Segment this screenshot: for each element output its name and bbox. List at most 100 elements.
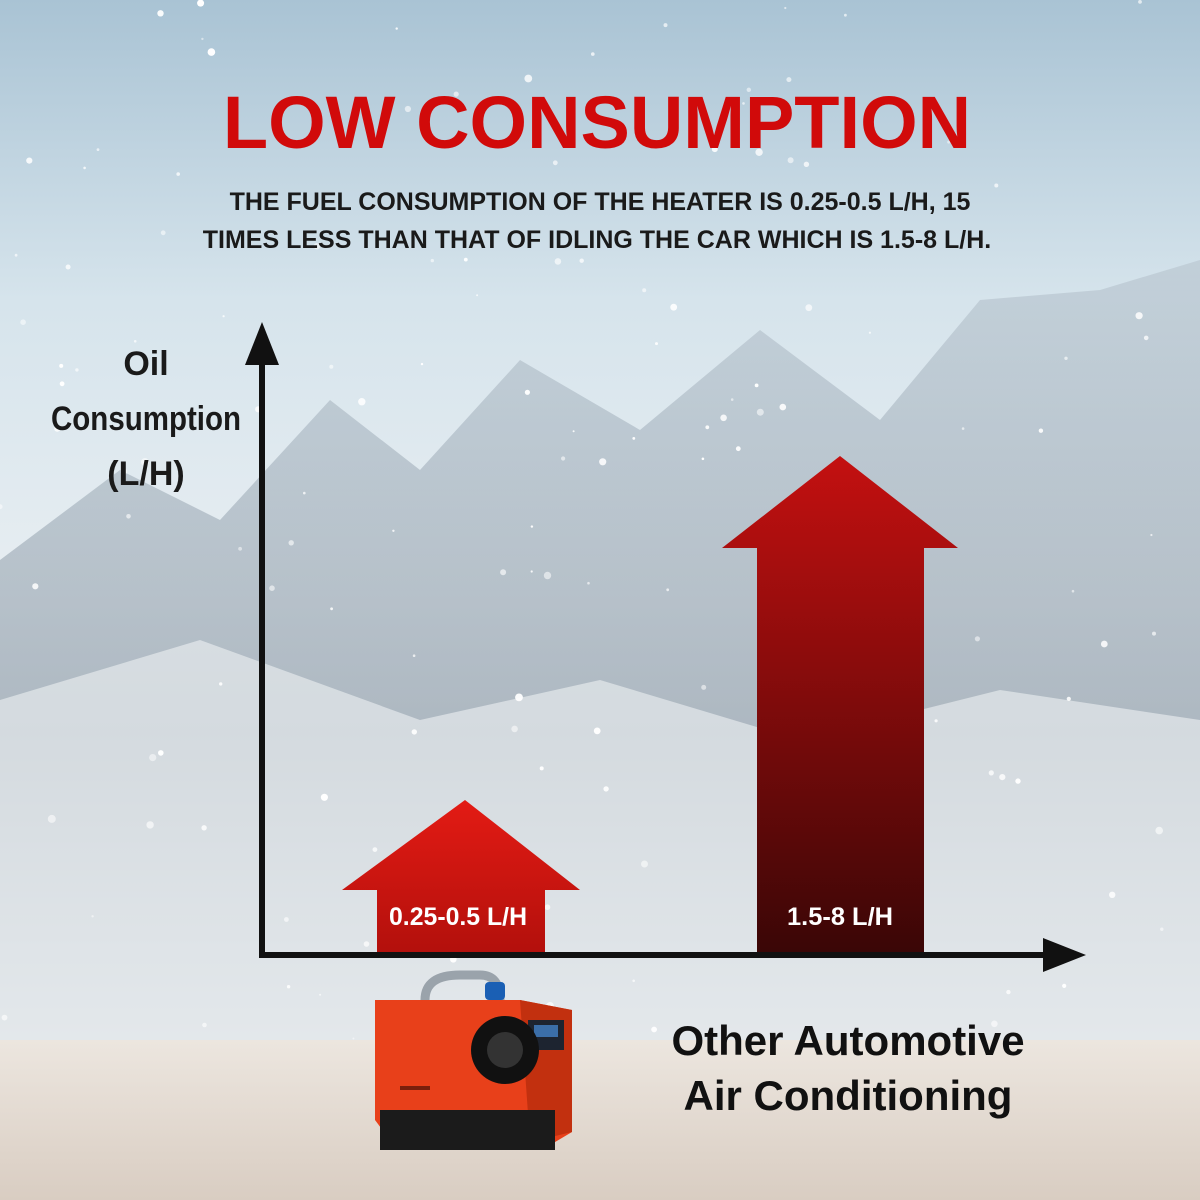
snowflake <box>961 427 965 430</box>
snowflake <box>1155 826 1163 835</box>
snowflake <box>96 148 100 152</box>
subtitle-line: TIMES LESS THAN THAT OF IDLING THE CAR W… <box>203 226 991 254</box>
snowflake <box>453 91 459 97</box>
snowflake <box>500 569 507 576</box>
snowflake <box>158 750 164 756</box>
heater-image <box>375 970 572 1150</box>
snowflake <box>207 48 216 56</box>
snowflake <box>160 230 166 236</box>
snowflake <box>515 693 523 702</box>
snowflake <box>75 368 79 372</box>
snowflake <box>705 425 710 430</box>
snowflake <box>222 315 225 318</box>
snowflake <box>32 583 39 590</box>
snowflake <box>651 1026 657 1033</box>
snowflake <box>803 161 810 167</box>
snowflake <box>83 166 86 170</box>
snowflake <box>420 362 424 366</box>
snowflake <box>201 825 207 831</box>
snowflake <box>303 491 306 495</box>
snowflake <box>579 258 584 263</box>
snowflake <box>666 588 670 592</box>
snowflake <box>1100 640 1108 648</box>
snowflake <box>59 381 65 387</box>
title: LOW CONSUMPTION <box>223 81 971 164</box>
snowflake <box>329 364 334 369</box>
snowflake <box>320 793 328 801</box>
snowflake <box>286 985 291 989</box>
snowflake <box>805 304 813 312</box>
snowflake <box>1062 983 1067 989</box>
snowflake <box>26 157 33 164</box>
snowflake <box>746 87 751 93</box>
snowflake <box>735 446 741 452</box>
snowflake <box>974 636 981 642</box>
snowflake <box>1135 312 1143 320</box>
snowflake <box>599 458 607 466</box>
snowflake <box>65 264 71 270</box>
ground <box>0 1040 1200 1200</box>
snowflake <box>524 74 533 83</box>
snowflake <box>587 581 590 585</box>
product-label-line: Air Conditioning <box>684 1072 1013 1119</box>
snowflake <box>1109 891 1116 898</box>
snowflake <box>126 514 131 519</box>
snowflake <box>561 456 566 461</box>
snowflake <box>844 13 847 17</box>
snowflake <box>511 725 518 733</box>
snowflake <box>784 6 787 10</box>
snowflake <box>779 403 787 411</box>
snowflake <box>1138 0 1142 4</box>
snowflake <box>991 1020 998 1028</box>
snowflake <box>201 37 204 41</box>
snowflake <box>663 23 668 28</box>
snowflake <box>330 607 333 611</box>
snowflake <box>1160 927 1164 931</box>
snowflake <box>1150 533 1153 537</box>
snowflake <box>219 682 223 686</box>
snowflake <box>543 571 552 580</box>
x-axis-arrowhead <box>1043 938 1086 972</box>
snowflake <box>392 529 395 532</box>
snowflake <box>430 258 434 263</box>
snowflake <box>1015 778 1021 784</box>
snowflake <box>720 414 727 422</box>
snowflake <box>530 570 533 573</box>
snowflake <box>947 140 951 144</box>
product-label-line: Other Automotive <box>671 1017 1024 1064</box>
snowflake <box>352 1037 355 1040</box>
snowflake <box>319 993 322 996</box>
snowflake <box>141 458 149 466</box>
subtitle-line: THE FUEL CONSUMPTION OF THE HEATER IS 0.… <box>230 188 971 216</box>
snowflake <box>358 398 366 406</box>
snowflake <box>572 430 575 433</box>
snowflake <box>157 10 164 17</box>
snowflake <box>742 102 745 105</box>
snowflake <box>1152 631 1156 636</box>
snowflake <box>476 294 479 297</box>
arrow-label: 0.25-0.5 L/H <box>389 903 527 931</box>
snowflake <box>133 340 137 343</box>
snowflake <box>54 425 61 432</box>
snowflake <box>146 821 154 829</box>
snowflake <box>988 770 994 776</box>
snowflake <box>934 719 938 723</box>
snowflake <box>552 160 558 166</box>
snowflake <box>91 915 94 918</box>
snowflake <box>411 729 417 735</box>
axis-label-line: Consumption <box>51 400 241 438</box>
snowflake <box>1006 989 1011 995</box>
snowflake <box>868 331 872 334</box>
snowflake <box>603 786 609 792</box>
snowflake <box>786 77 792 83</box>
snowflake <box>544 904 551 910</box>
mist <box>0 640 1200 1050</box>
snowflake <box>999 774 1006 781</box>
snowflake <box>756 408 764 416</box>
snowflake <box>404 105 411 113</box>
snowflake <box>554 258 562 265</box>
snowflake <box>530 525 534 528</box>
snowflake <box>463 257 468 262</box>
snowflake <box>1143 335 1149 341</box>
snowflake <box>1064 356 1068 360</box>
